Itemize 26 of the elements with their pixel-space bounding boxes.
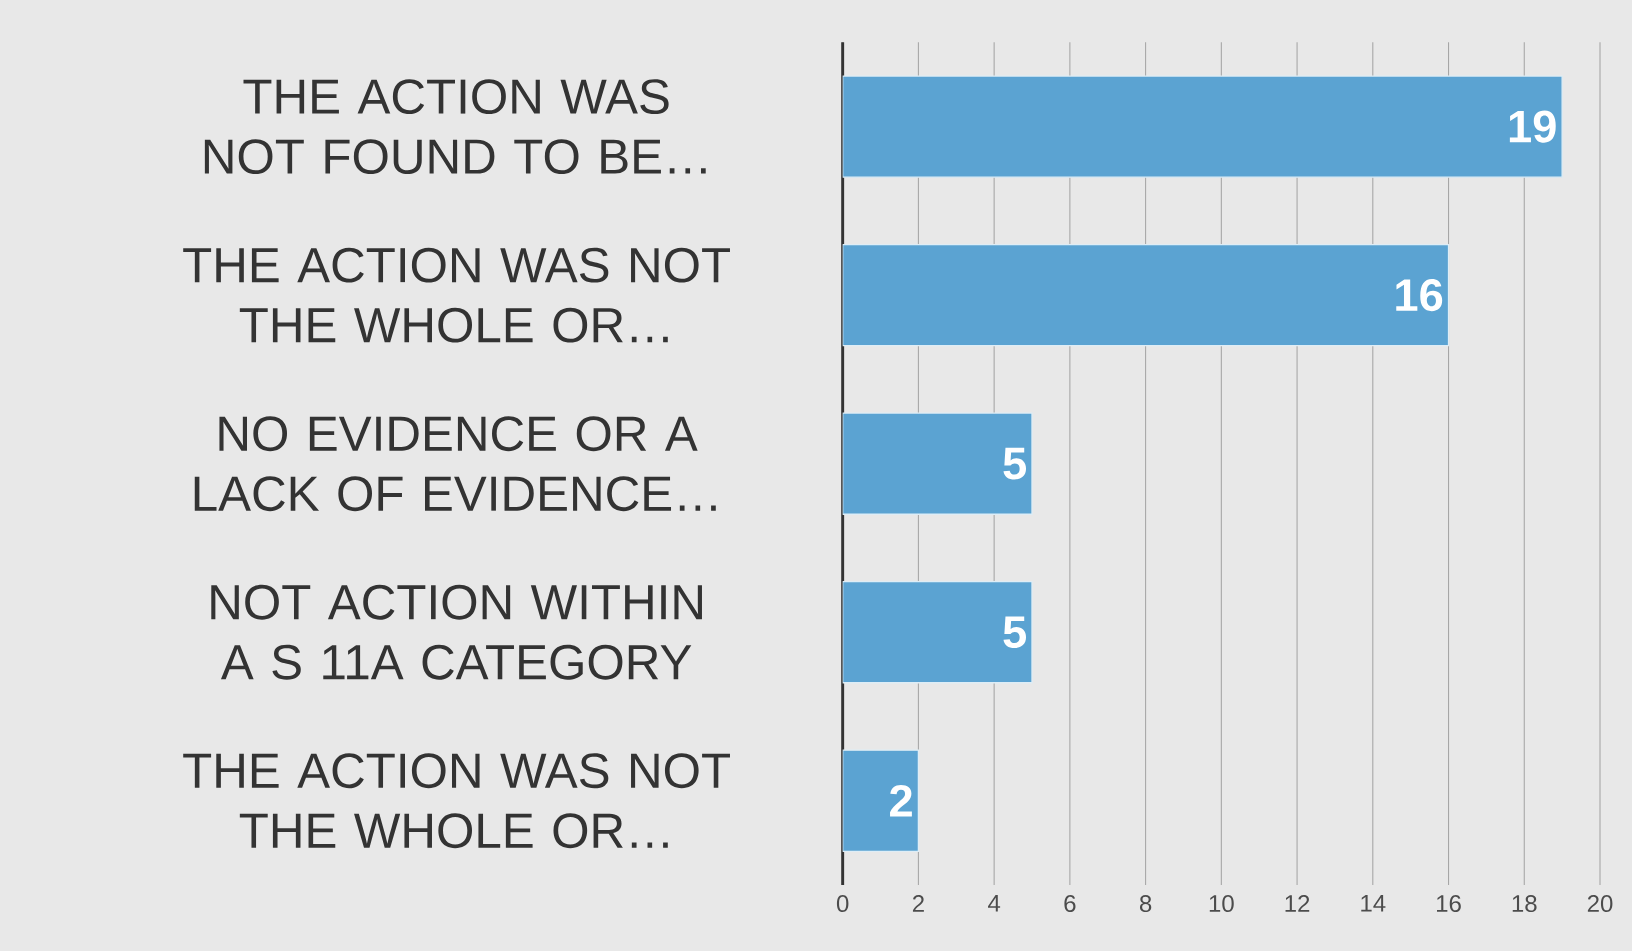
- x-tick-label: 6: [1064, 895, 1076, 913]
- data-label: 19: [1509, 110, 1556, 143]
- bar: [842, 749, 920, 852]
- y-tick-label: NO EVIDENCE OR A LACK OF EVIDENCE…: [194, 416, 716, 512]
- data-label: 5: [1003, 616, 1027, 649]
- bar: [842, 580, 1033, 684]
- data-label: 5: [1003, 447, 1027, 480]
- x-tick-label: 20: [1587, 895, 1613, 913]
- x-tick-label: 14: [1361, 895, 1386, 912]
- x-tick-label: 4: [988, 895, 1001, 912]
- x-tick-label: 18: [1512, 895, 1537, 913]
- bar: [842, 75, 1563, 178]
- x-tick-label: 12: [1285, 895, 1310, 912]
- data-label: 16: [1396, 279, 1443, 312]
- y-tick-label: NOT ACTION WITHIN A S 11A CATEGORY: [211, 584, 702, 680]
- x-tick-label: 10: [1209, 895, 1234, 913]
- data-label: 2: [890, 784, 912, 817]
- x-tick-label: 8: [1139, 895, 1152, 913]
- x-tick-label: 2: [912, 895, 924, 912]
- x-tick-label: 16: [1437, 895, 1461, 913]
- y-tick-label: THE ACTION WAS NOT THE WHOLE OR…: [183, 247, 730, 343]
- y-tick-label: THE ACTION WAS NOT THE WHOLE OR…: [183, 753, 730, 849]
- bar: [842, 412, 1033, 515]
- y-tick-label: THE ACTION WAS NOT FOUND TO BE…: [204, 79, 706, 175]
- bar: [842, 243, 1450, 347]
- x-tick-label: 0: [836, 895, 849, 913]
